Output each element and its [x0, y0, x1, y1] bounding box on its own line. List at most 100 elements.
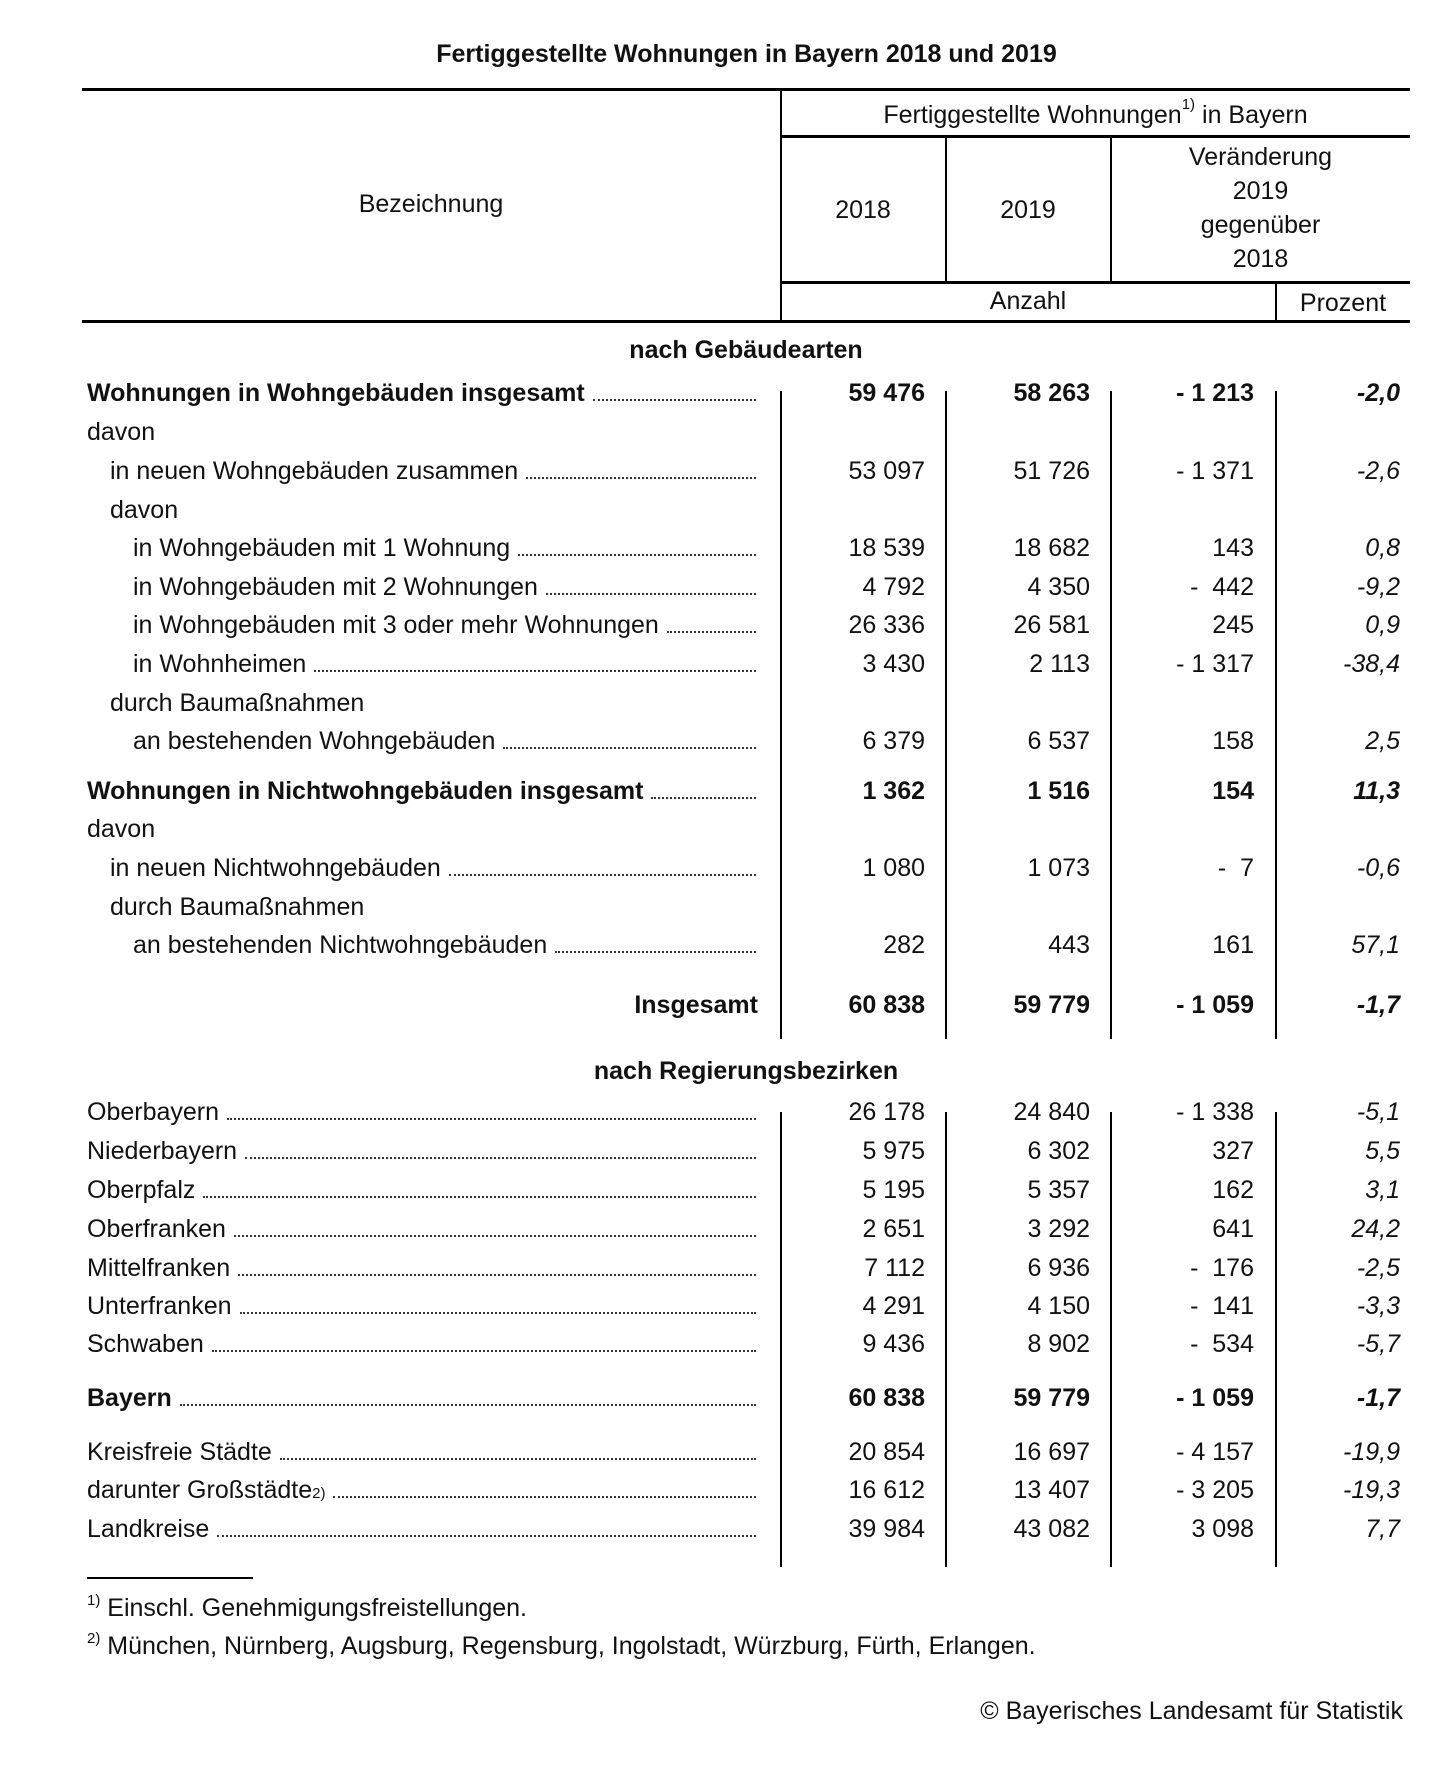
value-change-count: - 1 371: [1176, 457, 1254, 485]
header-bezeichnung: Bezeichnung: [358, 190, 504, 218]
value-2019: 2 113: [1029, 650, 1090, 678]
value-change-count: 641: [1212, 1215, 1254, 1243]
table-row: Oberpfalz 5 195 5 357 162 3,1: [0, 1172, 1453, 1208]
value-change-percent: 0,9: [1365, 611, 1400, 639]
dot-leader: [227, 1117, 756, 1120]
value-change-count: - 3 205: [1176, 1476, 1254, 1504]
value-2018: 20 854: [848, 1438, 925, 1466]
row-label: darunter Großstädte 2): [87, 1472, 758, 1508]
value-2018: 60 838: [848, 1384, 925, 1412]
dot-leader: [179, 1403, 756, 1406]
dot-leader: [233, 1234, 756, 1237]
header-change: Veränderung 2019 gegenüber 2018: [1111, 140, 1410, 276]
value-2019: 58 263: [1013, 379, 1090, 407]
row-label-text: Landkreise: [87, 1515, 210, 1543]
table-row: Schwaben 9 436 8 902 - 534 -5,7: [0, 1326, 1453, 1362]
value-change-percent: -9,2: [1356, 573, 1400, 601]
row-label: in neuen Nichtwohngebäuden: [110, 850, 758, 886]
table-row: Unterfranken 4 291 4 150 - 141 -3,3: [0, 1288, 1453, 1324]
header-change-line: 2019: [1232, 177, 1289, 205]
value-2019: 51 726: [1013, 457, 1090, 485]
row-label-text: in Wohnheimen: [133, 650, 307, 678]
value-change-percent: 3,1: [1365, 1176, 1400, 1204]
row-label-text: Wohnungen in Wohngebäuden insgesamt: [87, 379, 585, 407]
value-2019: 4 350: [1027, 573, 1090, 601]
header-rule-1: [781, 135, 1410, 138]
value-change-percent: 11,3: [1353, 777, 1400, 805]
value-change-count: 3 098: [1191, 1515, 1254, 1543]
value-change-percent: 7,7: [1365, 1515, 1400, 1543]
row-label: Schwaben: [87, 1326, 758, 1362]
footnote-mark: 2): [87, 1630, 101, 1647]
value-change-percent: -3,3: [1356, 1292, 1400, 1320]
value-change-percent: -2,5: [1356, 1254, 1400, 1282]
value-2018: 26 178: [848, 1098, 925, 1126]
value-2018: 26 336: [848, 611, 925, 639]
row-label-text: Mittelfranken: [87, 1254, 231, 1282]
row-label: Landkreise: [87, 1511, 758, 1547]
value-change-percent: 2,5: [1365, 727, 1400, 755]
value-2018: 59 476: [848, 379, 925, 407]
header-divider: [1110, 136, 1112, 282]
dot-leader: [203, 1195, 756, 1198]
row-label: durch Baumaßnahmen: [110, 685, 758, 721]
value-change-count: - 1 059: [1176, 991, 1254, 1019]
value-change-count: - 1 059: [1176, 1384, 1254, 1412]
row-label-text: Niederbayern: [87, 1137, 238, 1165]
header-2019: 2019: [1000, 196, 1056, 224]
row-label-text: in Wohngebäuden mit 2 Wohnungen: [133, 573, 538, 601]
header-unit-percent: Prozent: [1299, 289, 1387, 317]
section-heading: nach Gebäudearten: [629, 336, 863, 364]
value-change-count: - 1 317: [1176, 650, 1254, 678]
value-change-count: - 1 338: [1176, 1098, 1254, 1126]
value-2019: 1 073: [1027, 854, 1090, 882]
value-2019: 5 357: [1027, 1176, 1090, 1204]
value-change-percent: -2,6: [1356, 457, 1400, 485]
row-label: in Wohngebäuden mit 3 oder mehr Wohnunge…: [133, 607, 758, 643]
row-label-text: in neuen Nichtwohngebäuden: [110, 854, 441, 882]
header-group-label: Fertiggestellte Wohnungen: [883, 101, 1182, 129]
header-bottom-rule: [82, 320, 1410, 323]
row-label: Oberpfalz: [87, 1172, 758, 1208]
value-change-count: 158: [1212, 727, 1254, 755]
dot-leader: [314, 669, 756, 672]
value-2018: 5 195: [862, 1176, 925, 1204]
row-label: Unterfranken: [87, 1288, 758, 1324]
value-2018: 282: [883, 931, 925, 959]
row-label-text: davon: [87, 418, 156, 446]
value-2019: 26 581: [1013, 611, 1090, 639]
column-divider: [1110, 1112, 1112, 1567]
row-label-text: in Wohngebäuden mit 1 Wohnung: [133, 534, 511, 562]
column-divider: [780, 1112, 782, 1567]
dot-leader: [245, 1156, 756, 1159]
table-row: in Wohngebäuden mit 1 Wohnung 18 539 18 68…: [0, 530, 1453, 566]
value-change-count: 162: [1212, 1176, 1254, 1204]
dot-leader: [279, 1457, 756, 1460]
table-row: in Wohnheimen 3 430 2 113 - 1 317 -38,4: [0, 646, 1453, 682]
value-change-percent: -5,1: [1356, 1098, 1400, 1126]
value-change-percent: 24,2: [1351, 1215, 1400, 1243]
value-2018: 1 362: [862, 777, 925, 805]
row-label-text: an bestehenden Wohngebäuden: [133, 727, 496, 755]
value-change-percent: 5,5: [1365, 1137, 1400, 1165]
value-2018: 2 651: [862, 1215, 925, 1243]
dot-leader: [448, 873, 756, 876]
dot-leader: [333, 1495, 756, 1498]
table-row: Bayern 60 838 59 779 - 1 059 -1,7: [0, 1380, 1453, 1416]
row-label-text: darunter Großstädte: [87, 1476, 313, 1504]
value-2018: 4 792: [862, 573, 925, 601]
table-row: Niederbayern 5 975 6 302 327 5,5: [0, 1133, 1453, 1169]
row-label: in Wohngebäuden mit 2 Wohnungen: [133, 569, 758, 605]
table-row: Wohnungen in Nichtwohngebäuden insgesamt…: [0, 773, 1453, 809]
value-change-percent: -19,3: [1343, 1476, 1400, 1504]
row-label-text: durch Baumaßnahmen: [110, 689, 365, 717]
value-change-count: - 442: [1190, 573, 1254, 601]
row-label-text: Bayern: [87, 1384, 172, 1412]
row-label: davon: [87, 414, 758, 450]
value-2019: 3 292: [1027, 1215, 1090, 1243]
row-label-text: Unterfranken: [87, 1292, 232, 1320]
row-label: Wohnungen in Nichtwohngebäuden insgesamt: [87, 773, 758, 809]
value-2019: 6 302: [1027, 1137, 1090, 1165]
value-change-percent: -2,0: [1356, 379, 1400, 407]
row-label: Niederbayern: [87, 1133, 758, 1169]
